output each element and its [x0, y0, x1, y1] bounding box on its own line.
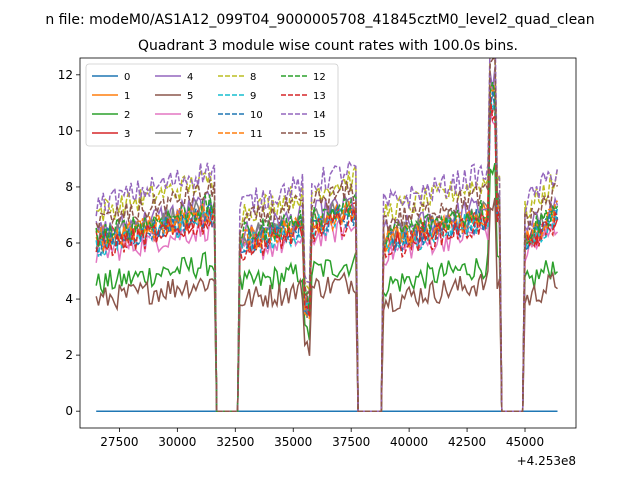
series-line-10	[95, 89, 559, 412]
series-line-12	[95, 82, 559, 412]
legend-label-5: 5	[187, 91, 193, 102]
series-line-14	[95, 58, 559, 412]
y-tick-label: 8	[65, 180, 73, 194]
series-line-7	[95, 90, 559, 412]
legend-box	[85, 63, 339, 147]
x-tick-label: 32500	[216, 435, 254, 449]
x-tick-label: 27500	[100, 435, 138, 449]
legend-label-12: 12	[313, 72, 326, 83]
x-tick-label: 40000	[390, 435, 428, 449]
legend-label-11: 11	[250, 129, 263, 140]
legend-label-14: 14	[313, 110, 326, 121]
legend-label-0: 0	[124, 72, 130, 83]
x-tick-label: 37500	[332, 435, 370, 449]
axes-layer: 27500 30000 32500 35000 37500 40000 42500 45000…	[58, 68, 544, 449]
legend-label-1: 1	[124, 91, 130, 102]
series-line-2	[95, 163, 559, 412]
y-tick-label: 12	[58, 68, 73, 82]
x-tick-label: 35000	[274, 435, 312, 449]
chart-title: Quadrant 3 module wise count rates with …	[138, 38, 518, 54]
legend-label-10: 10	[250, 110, 263, 121]
x-offset-label: +4.253e8	[517, 454, 576, 468]
x-tick-label: 42500	[448, 435, 486, 449]
y-tick-label: 0	[65, 404, 73, 418]
legend-label-13: 13	[313, 91, 326, 102]
chart-suptitle: n file: modeM0/AS1A12_099T04_9000005708_…	[45, 12, 594, 28]
legend-label-2: 2	[124, 110, 130, 121]
series-line-13	[95, 96, 559, 412]
legend-label-3: 3	[124, 129, 130, 140]
y-tick-label: 10	[58, 124, 73, 138]
legend-label-7: 7	[187, 129, 193, 140]
y-tick-label: 2	[65, 348, 73, 362]
series-layer	[95, 58, 559, 412]
series-line-5	[95, 197, 558, 412]
legend-label-15: 15	[313, 129, 326, 140]
legend-label-4: 4	[187, 72, 193, 83]
x-tick-label: 30000	[158, 435, 196, 449]
x-tick-label: 45000	[506, 435, 544, 449]
y-tick-label: 6	[65, 236, 73, 250]
series-line-15	[95, 58, 559, 412]
legend-label-8: 8	[250, 72, 256, 83]
legend-label-6: 6	[187, 110, 193, 121]
legend-label-9: 9	[250, 91, 256, 102]
y-tick-label: 4	[65, 292, 73, 306]
